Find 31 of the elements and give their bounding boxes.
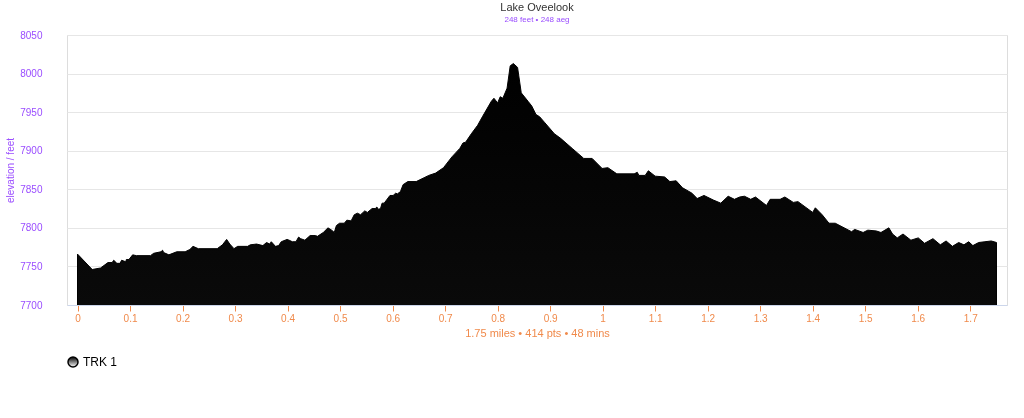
x-tick-label: 1.3 — [753, 312, 769, 324]
x-tick-label: 1.1 — [648, 312, 664, 324]
y-tick-label: 8050 — [20, 29, 43, 41]
x-tick-label: 1.5 — [858, 312, 874, 324]
x-tick-label: 1.4 — [806, 312, 821, 324]
y-tick-label: 7900 — [20, 145, 43, 157]
legend-label: TRK 1 — [83, 355, 118, 369]
y-tick-label: 8000 — [20, 68, 43, 80]
y-axis-title: elevation / feet — [5, 137, 17, 204]
x-tick-label: 0.4 — [281, 312, 296, 324]
x-tick-label: 0.6 — [386, 312, 401, 324]
x-tick-label: 1.6 — [911, 312, 926, 324]
x-tick-label: 0.5 — [333, 312, 348, 324]
chart-subtitle: 248 feet • 248 aeg — [504, 15, 570, 24]
x-tick-label: 0.8 — [491, 312, 506, 324]
x-tick-label: 0.1 — [123, 312, 138, 324]
y-tick-label: 7800 — [20, 222, 43, 234]
x-tick-label: 0.2 — [176, 312, 191, 324]
x-tick-label: 1.2 — [701, 312, 716, 324]
x-tick-label: 1.7 — [963, 312, 979, 324]
x-tick-label: 0.9 — [543, 312, 559, 324]
x-tick-label: 1 — [600, 312, 607, 324]
y-tick-label: 7850 — [20, 183, 43, 195]
x-tick-label: 0.3 — [228, 312, 243, 324]
x-tick-label: 0.7 — [438, 312, 453, 324]
y-tick-label: 7700 — [20, 299, 43, 311]
chart-title: Lake Oveelook — [500, 1, 575, 13]
y-tick-label: 7750 — [20, 260, 43, 272]
x-axis-title: 1.75 miles • 414 pts • 48 mins — [465, 326, 611, 339]
y-tick-label: 7950 — [20, 106, 43, 118]
x-tick-label: 0 — [75, 312, 82, 324]
